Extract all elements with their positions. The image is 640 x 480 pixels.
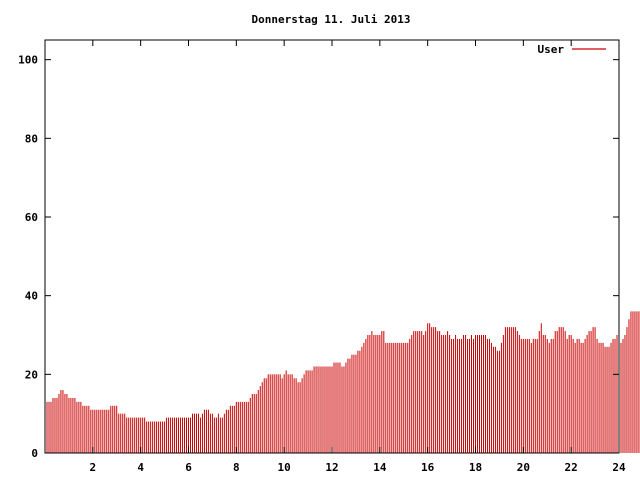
- x-tick-label: 16: [421, 461, 435, 474]
- x-tick-label: 12: [325, 461, 338, 474]
- x-tick-label: 6: [185, 461, 192, 474]
- x-tick-label: 18: [469, 461, 482, 474]
- bars-group: [44, 311, 640, 453]
- x-tick-label: 24: [612, 461, 626, 474]
- x-tick-label: 10: [278, 461, 291, 474]
- y-tick-label: 0: [31, 447, 38, 460]
- x-tick-label: 22: [565, 461, 578, 474]
- legend-label-user: User: [538, 43, 565, 56]
- chart-title: Donnerstag 11. Juli 2013: [252, 13, 411, 26]
- x-tick-label: 20: [517, 461, 530, 474]
- x-tick-label: 8: [233, 461, 240, 474]
- y-tick-label: 100: [18, 54, 38, 67]
- y-tick-label: 20: [25, 368, 38, 381]
- y-tick-label: 40: [25, 290, 38, 303]
- x-tick-label: 14: [373, 461, 387, 474]
- y-tick-label: 80: [25, 132, 38, 145]
- x-tick-label: 2: [90, 461, 97, 474]
- x-tick-label: 4: [137, 461, 144, 474]
- y-tick-label: 60: [25, 211, 38, 224]
